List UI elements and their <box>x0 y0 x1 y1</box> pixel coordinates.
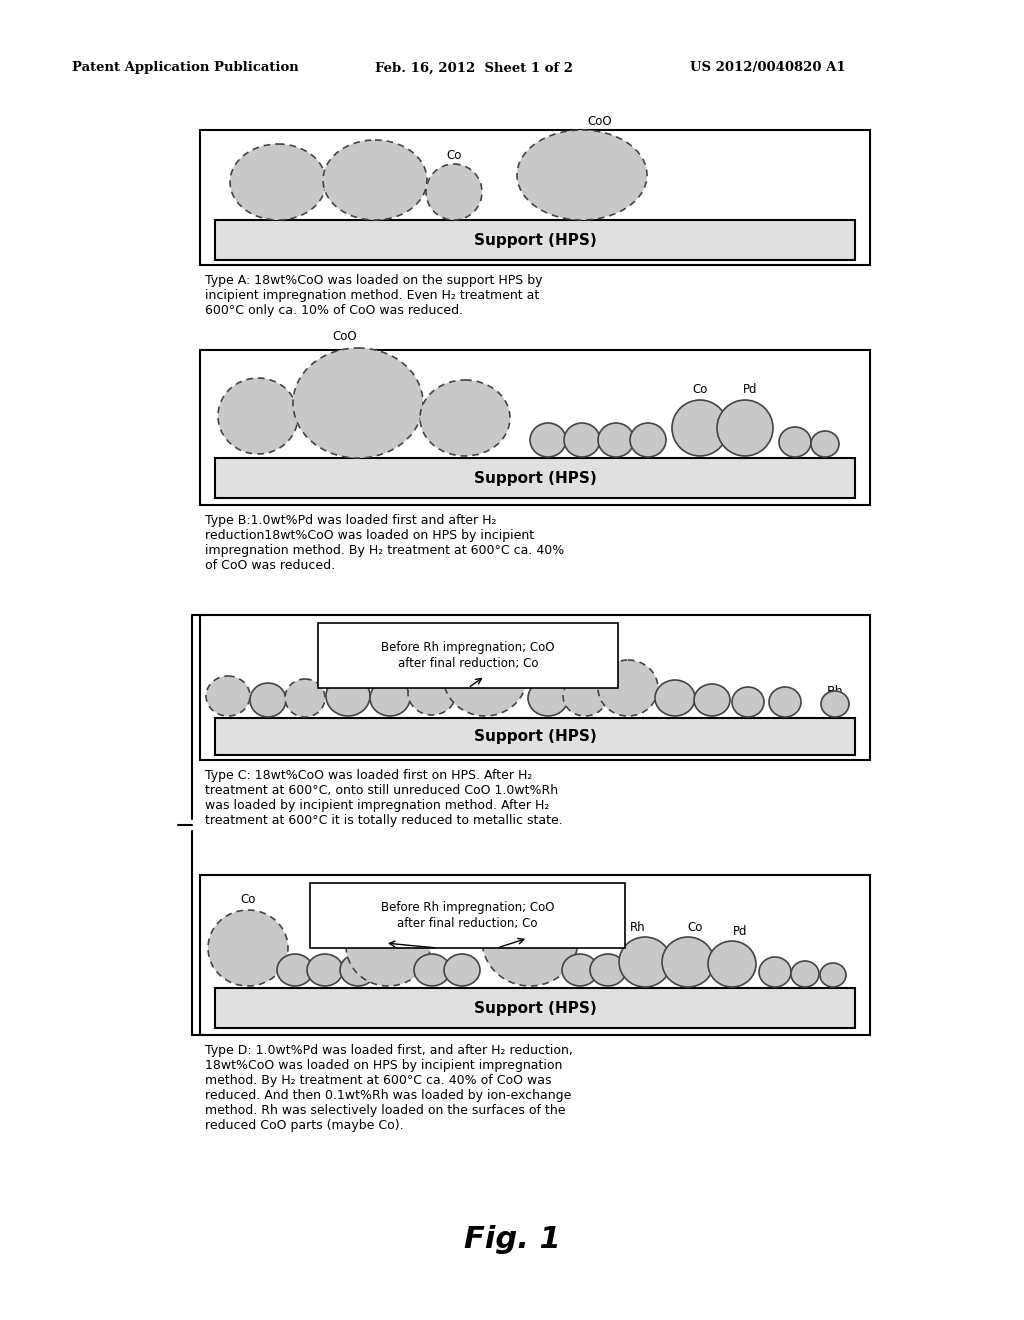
Text: Co: Co <box>446 149 462 162</box>
Ellipse shape <box>779 426 811 457</box>
Ellipse shape <box>307 954 343 986</box>
Bar <box>200 875 870 1035</box>
Text: Support (HPS): Support (HPS) <box>474 470 596 486</box>
Ellipse shape <box>694 684 730 715</box>
Text: Co: Co <box>687 921 702 935</box>
Ellipse shape <box>821 690 849 717</box>
Text: Co: Co <box>241 894 256 906</box>
Text: Before Rh impregnation; CoO
after final reduction; Co: Before Rh impregnation; CoO after final … <box>381 902 554 929</box>
Text: Type B:1.0wt%Pd was loaded first and after H₂
reduction18wt%CoO was loaded on HP: Type B:1.0wt%Pd was loaded first and aft… <box>205 513 564 572</box>
Text: Type C: 18wt%CoO was loaded first on HPS. After H₂
treatment at 600°C, onto stil: Type C: 18wt%CoO was loaded first on HPS… <box>205 770 563 828</box>
Text: Rh: Rh <box>826 685 844 698</box>
Ellipse shape <box>630 422 666 457</box>
Ellipse shape <box>598 660 658 715</box>
Ellipse shape <box>708 941 756 987</box>
Bar <box>215 220 855 260</box>
Ellipse shape <box>791 961 819 987</box>
Ellipse shape <box>326 676 370 715</box>
Ellipse shape <box>811 432 839 457</box>
Text: Pd: Pd <box>733 925 748 939</box>
Text: Type A: 18wt%CoO was loaded on the support HPS by
incipient impregnation method.: Type A: 18wt%CoO was loaded on the suppo… <box>205 275 543 317</box>
Text: Feb. 16, 2012  Sheet 1 of 2: Feb. 16, 2012 Sheet 1 of 2 <box>375 62 573 74</box>
Ellipse shape <box>278 954 313 986</box>
Ellipse shape <box>732 686 764 717</box>
Ellipse shape <box>482 894 578 986</box>
Text: Type D: 1.0wt%Pd was loaded first, and after H₂ reduction,
18wt%CoO was loaded o: Type D: 1.0wt%Pd was loaded first, and a… <box>205 1044 572 1133</box>
Ellipse shape <box>293 348 423 458</box>
Text: Rh: Rh <box>630 921 646 935</box>
Bar <box>200 350 870 506</box>
Ellipse shape <box>590 954 626 986</box>
Ellipse shape <box>563 676 607 715</box>
Ellipse shape <box>528 680 568 715</box>
Ellipse shape <box>517 129 647 220</box>
Text: Fig. 1: Fig. 1 <box>464 1225 560 1254</box>
Bar <box>200 129 870 265</box>
Text: US 2012/0040820 A1: US 2012/0040820 A1 <box>690 62 846 74</box>
Text: Patent Application Publication: Patent Application Publication <box>72 62 299 74</box>
Ellipse shape <box>662 937 714 987</box>
Bar <box>310 883 625 948</box>
Ellipse shape <box>340 954 376 986</box>
Ellipse shape <box>323 140 427 220</box>
Ellipse shape <box>414 954 450 986</box>
Ellipse shape <box>408 671 456 715</box>
Bar <box>200 615 870 760</box>
Ellipse shape <box>655 680 695 715</box>
Ellipse shape <box>618 937 671 987</box>
Text: CoO: CoO <box>333 330 357 343</box>
Ellipse shape <box>208 909 288 986</box>
Ellipse shape <box>562 954 598 986</box>
Ellipse shape <box>443 636 527 715</box>
Ellipse shape <box>444 954 480 986</box>
Ellipse shape <box>530 422 566 457</box>
Text: Support (HPS): Support (HPS) <box>474 729 596 744</box>
Ellipse shape <box>564 422 600 457</box>
Text: CoO: CoO <box>588 115 612 128</box>
Bar <box>318 623 618 688</box>
Ellipse shape <box>346 906 430 986</box>
Text: Pd: Pd <box>742 383 758 396</box>
Ellipse shape <box>672 400 728 455</box>
Ellipse shape <box>769 686 801 717</box>
Ellipse shape <box>218 378 298 454</box>
Bar <box>215 718 855 755</box>
Bar <box>215 458 855 498</box>
Ellipse shape <box>206 676 250 715</box>
Ellipse shape <box>285 678 325 717</box>
Text: Support (HPS): Support (HPS) <box>474 232 596 248</box>
Text: Support (HPS): Support (HPS) <box>474 1001 596 1015</box>
Ellipse shape <box>820 964 846 987</box>
Ellipse shape <box>370 680 410 715</box>
Ellipse shape <box>598 422 634 457</box>
Bar <box>215 987 855 1028</box>
Ellipse shape <box>250 682 286 717</box>
Ellipse shape <box>759 957 791 987</box>
Text: Co: Co <box>692 383 708 396</box>
Ellipse shape <box>420 380 510 455</box>
Ellipse shape <box>717 400 773 455</box>
Text: Before Rh impregnation; CoO
after final reduction; Co: Before Rh impregnation; CoO after final … <box>381 642 555 669</box>
Ellipse shape <box>426 164 482 220</box>
Ellipse shape <box>230 144 326 220</box>
